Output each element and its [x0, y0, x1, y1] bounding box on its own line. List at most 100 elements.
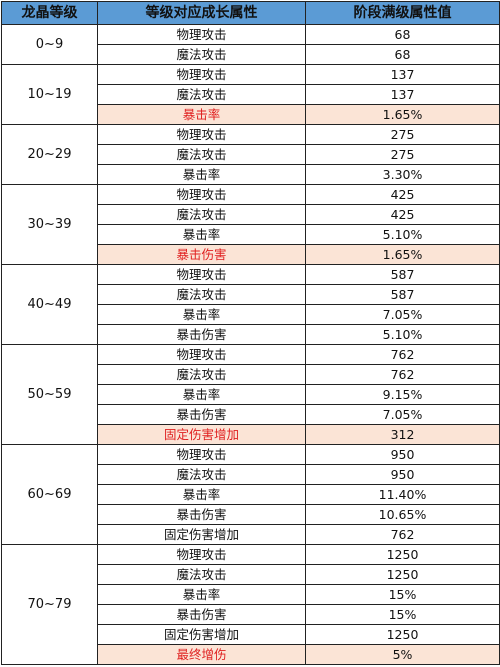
attribute-cell: 魔法攻击 [97, 464, 306, 485]
value-cell: 1.65% [305, 104, 500, 125]
level-range-cell: 10~19 [1, 64, 98, 125]
value-cell: 1250 [305, 624, 500, 645]
table-row: 最终增伤 5% [2, 644, 500, 665]
value-cell: 1.65% [305, 244, 500, 265]
attribute-cell: 暴击率 [97, 304, 306, 325]
attribute-cell: 物理攻击 [97, 444, 306, 465]
attribute-cell: 暴击伤害 [97, 604, 306, 625]
table-row: 固定伤害增加 312 [2, 424, 500, 445]
attribute-cell: 物理攻击 [97, 264, 306, 285]
table-row: 固定伤害增加 1250 [2, 624, 500, 645]
level-range-cell: 30~39 [1, 184, 98, 265]
value-cell: 5.10% [305, 324, 500, 345]
attribute-cell: 暴击率 [97, 584, 306, 605]
attribute-cell: 魔法攻击 [97, 564, 306, 585]
attribute-cell: 物理攻击 [97, 24, 306, 45]
table-row: 暴击率 11.40% [2, 484, 500, 505]
attribute-cell: 固定伤害增加 [97, 524, 306, 545]
value-cell: 425 [305, 204, 500, 225]
value-cell: 5% [305, 644, 500, 665]
value-cell: 68 [305, 44, 500, 65]
value-cell: 275 [305, 144, 500, 165]
value-cell: 587 [305, 284, 500, 305]
value-cell: 762 [305, 364, 500, 385]
level-range-cell: 50~59 [1, 344, 98, 445]
attribute-cell: 物理攻击 [97, 184, 306, 205]
table-row: 20~29 物理攻击 275 [1, 124, 500, 185]
attribute-cell: 固定伤害增加 [97, 624, 306, 645]
table-row: 0~9 物理攻击 68 [1, 24, 500, 65]
attribute-cell: 暴击伤害 [97, 504, 306, 525]
attribute-cell: 暴击伤害 [97, 324, 306, 345]
header-value: 阶段满级属性值 [305, 1, 500, 25]
attribute-cell: 暴击率 [97, 164, 306, 185]
attribute-cell: 魔法攻击 [97, 144, 306, 165]
table-row: 40~49 物理攻击 587 [1, 264, 500, 345]
value-cell: 7.05% [305, 304, 500, 325]
attribute-cell: 魔法攻击 [97, 84, 306, 105]
table-body: 0~9 物理攻击 68 魔法攻击 68 10~19 物理攻击 137 魔法攻击 137 暴击率 1.6… [1, 24, 500, 665]
table-row: 固定伤害增加 762 [2, 524, 500, 545]
value-cell: 950 [305, 444, 500, 465]
attribute-cell: 物理攻击 [97, 64, 306, 85]
value-cell: 5.10% [305, 224, 500, 245]
table-row: 暴击伤害 15% [2, 604, 500, 625]
value-cell: 11.40% [305, 484, 500, 505]
value-cell: 312 [305, 424, 500, 445]
level-range-cell: 70~79 [1, 544, 98, 665]
level-range-cell: 0~9 [1, 24, 98, 65]
header-level: 龙晶等级 [1, 1, 98, 25]
attribute-cell: 物理攻击 [97, 544, 306, 565]
value-cell: 15% [305, 584, 500, 605]
value-cell: 15% [305, 604, 500, 625]
table-row: 70~79 物理攻击 1250 [1, 544, 500, 665]
attribute-cell: 最终增伤 [97, 644, 306, 665]
attribute-cell: 物理攻击 [97, 344, 306, 365]
value-cell: 275 [305, 124, 500, 145]
table-row: 魔法攻击 275 [2, 144, 500, 165]
attribute-cell: 物理攻击 [97, 124, 306, 145]
table-row: 魔法攻击 1250 [2, 564, 500, 585]
table-row: 暴击伤害 1.65% [2, 244, 500, 265]
attribute-cell: 暴击伤害 [97, 244, 306, 265]
value-cell: 137 [305, 84, 500, 105]
attribute-cell: 暴击率 [97, 104, 306, 125]
value-cell: 950 [305, 464, 500, 485]
table-row: 魔法攻击 425 [2, 204, 500, 225]
table-row: 暴击伤害 5.10% [2, 324, 500, 345]
table-row: 暴击率 3.30% [2, 164, 500, 185]
value-cell: 425 [305, 184, 500, 205]
table-header-row: 龙晶等级 等级对应成长属性 阶段满级属性值 [1, 1, 500, 25]
value-cell: 762 [305, 344, 500, 365]
value-cell: 68 [305, 24, 500, 45]
attribute-cell: 魔法攻击 [97, 284, 306, 305]
attribute-cell: 魔法攻击 [97, 204, 306, 225]
attribute-cell: 暴击率 [97, 384, 306, 405]
attribute-cell: 暴击率 [97, 224, 306, 245]
attribute-cell: 暴击率 [97, 484, 306, 505]
level-range-cell: 60~69 [1, 444, 98, 545]
value-cell: 9.15% [305, 384, 500, 405]
value-cell: 137 [305, 64, 500, 85]
value-cell: 762 [305, 524, 500, 545]
level-range-cell: 20~29 [1, 124, 98, 185]
value-cell: 587 [305, 264, 500, 285]
header-attribute: 等级对应成长属性 [97, 1, 306, 25]
attribute-cell: 魔法攻击 [97, 364, 306, 385]
value-cell: 10.65% [305, 504, 500, 525]
table-row: 10~19 物理攻击 137 [1, 64, 500, 125]
attribute-cell: 魔法攻击 [97, 44, 306, 65]
table-row: 暴击率 7.05% [2, 304, 500, 325]
value-cell: 3.30% [305, 164, 500, 185]
table-row: 50~59 物理攻击 762 [1, 344, 500, 445]
table-row: 暴击率 1.65% [2, 104, 500, 125]
attribute-cell: 暴击伤害 [97, 404, 306, 425]
table-row: 魔法攻击 762 [2, 364, 500, 385]
table-row: 暴击伤害 7.05% [2, 404, 500, 425]
table-row: 60~69 物理攻击 950 [1, 444, 500, 545]
attribute-cell: 固定伤害增加 [97, 424, 306, 445]
level-range-cell: 40~49 [1, 264, 98, 345]
value-cell: 1250 [305, 544, 500, 565]
table-row: 魔法攻击 950 [2, 464, 500, 485]
